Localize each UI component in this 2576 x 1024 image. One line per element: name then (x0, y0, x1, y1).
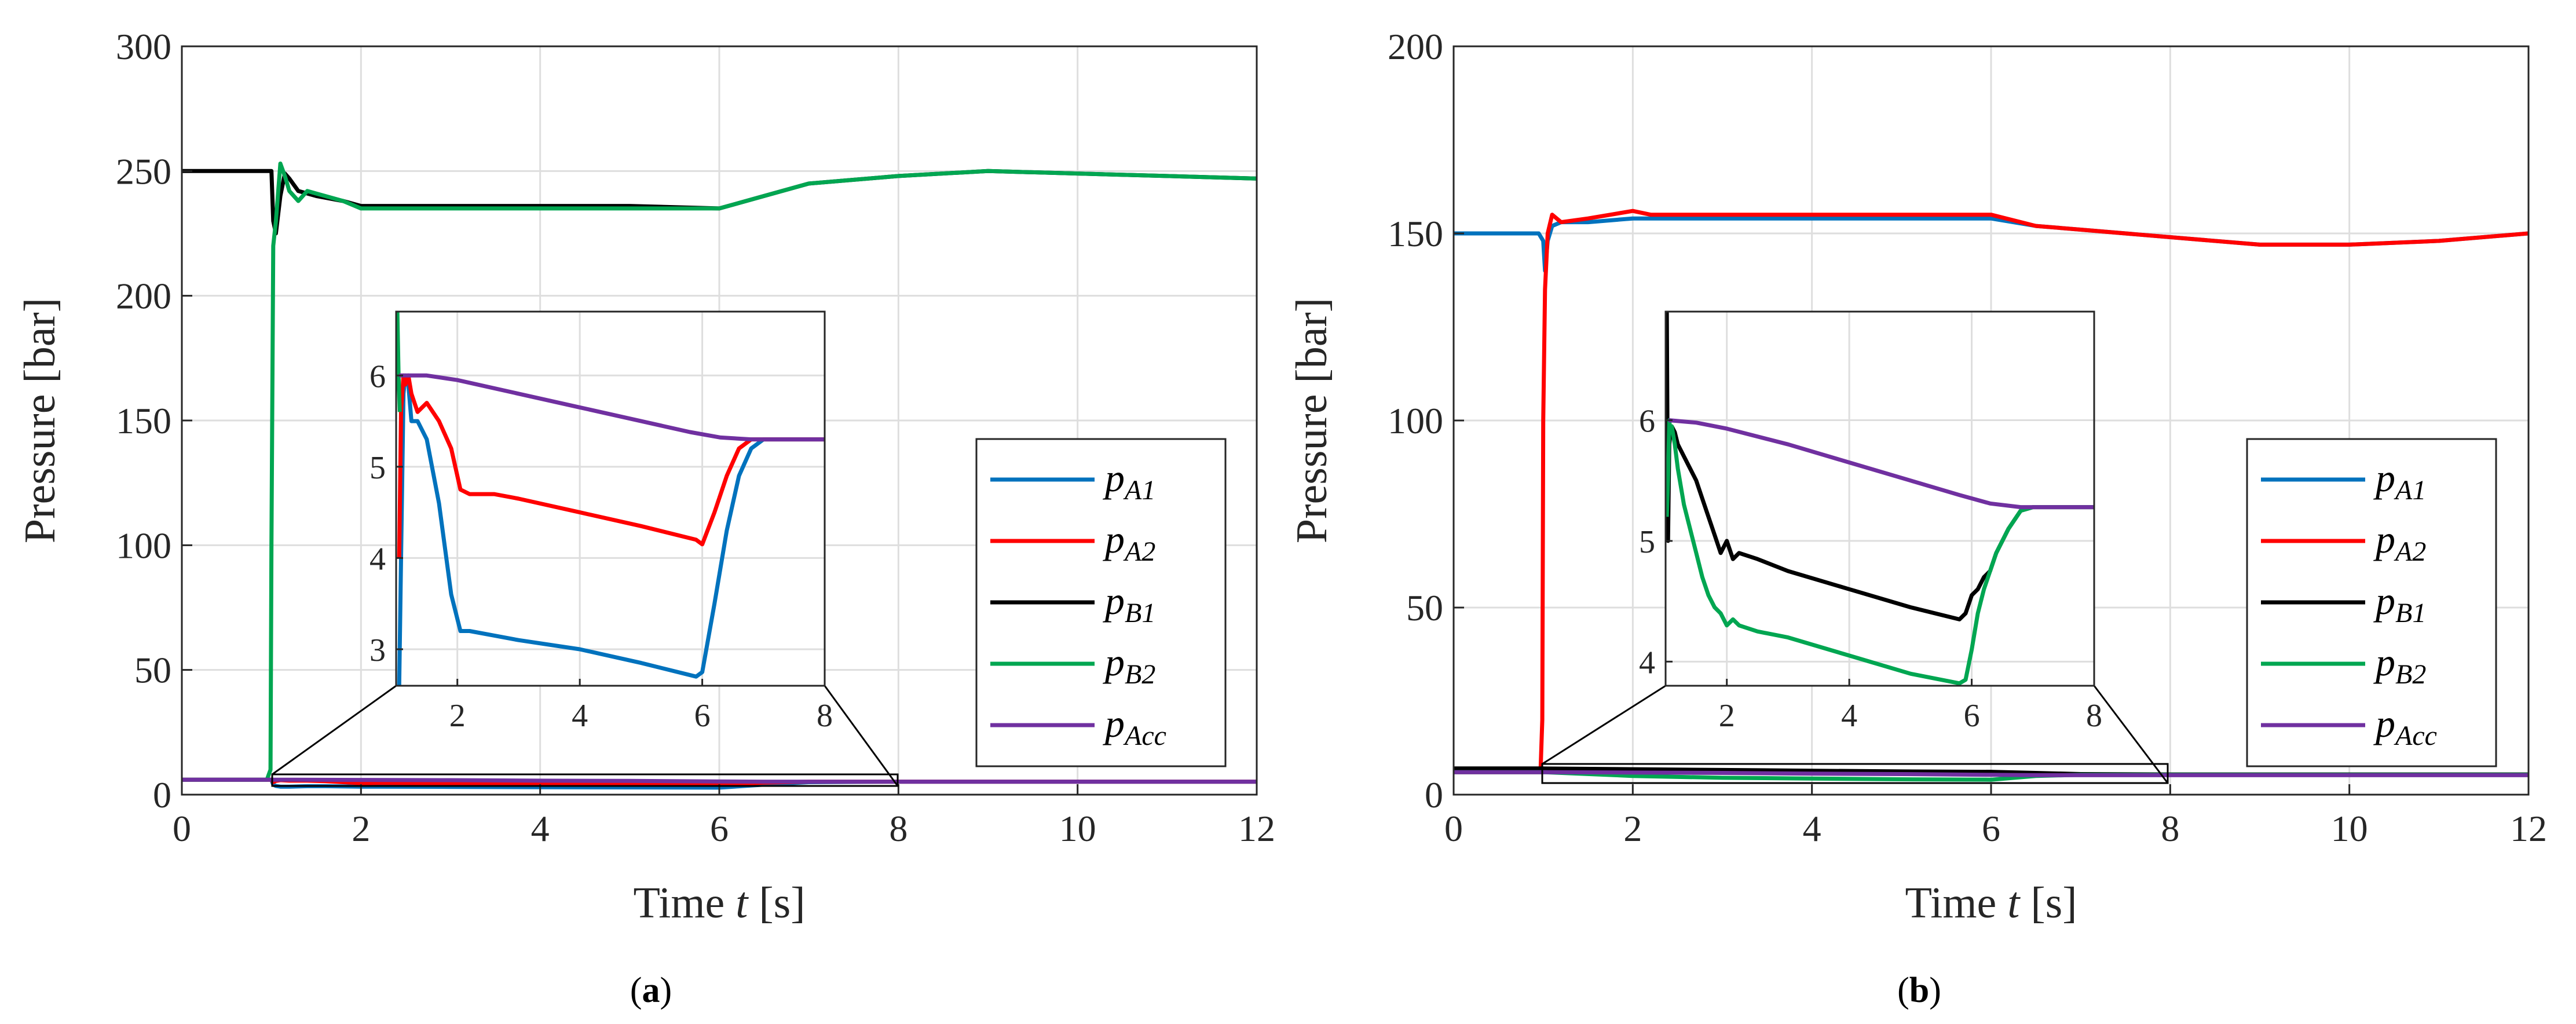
panel-b-inset: 2 4 6 8 4 5 6 (1639, 310, 2102, 734)
y-tick-label: 200 (116, 276, 171, 317)
inset-y-tick-label: 4 (1639, 645, 1655, 681)
panel-a-x-label: Time t [s] (633, 879, 805, 927)
inset-y-tick-label: 4 (369, 541, 386, 577)
x-tick-label: 4 (1803, 808, 1821, 849)
x-tick-label: 2 (1623, 808, 1642, 849)
inset-series-line-pAcc (1668, 418, 2094, 510)
inset-series-line-pAcc (399, 373, 825, 442)
x-tick-label: 8 (2161, 808, 2179, 849)
panel-a-x-ticks: 0 2 4 6 8 10 12 (173, 784, 1275, 849)
y-tick-label: 100 (1388, 400, 1443, 441)
legend-label-pB2: pB2 (2373, 640, 2426, 690)
x-tick-label: 6 (710, 808, 729, 849)
panel-b-y-ticks: 0 50 100 150 200 (1388, 26, 1464, 815)
series-line-pA2 (1454, 209, 2529, 774)
x-tick-label: 10 (2331, 808, 2368, 849)
x-tick-label: 0 (1444, 808, 1463, 849)
inset-x-tick-label: 4 (1841, 698, 1857, 734)
y-tick-label: 50 (1406, 587, 1443, 628)
inset-x-tick-label: 6 (1964, 698, 1980, 734)
x-tick-label: 10 (1059, 808, 1096, 849)
x-tick-label: 8 (889, 808, 908, 849)
series-line-pAcc (1454, 770, 2529, 777)
legend-label-pA1: pA1 (1103, 456, 1155, 506)
y-tick-label: 250 (116, 151, 171, 192)
legend-label-pA2: pA2 (1103, 517, 1155, 567)
legend-label-pAcc: pAcc (1103, 701, 1166, 751)
panel-b-legend: pA1 pA2 pB1 pB2 pAcc (2246, 438, 2497, 767)
inset-x-tick-label: 2 (449, 698, 466, 734)
inset-series-line-pB2 (396, 312, 402, 412)
x-tick-label: 0 (173, 808, 191, 849)
inset-y-tick-label: 5 (369, 450, 386, 486)
series-line-pAcc (182, 777, 1257, 784)
legend-label-pA2: pA2 (2373, 517, 2426, 567)
panel-a-caption: (a) (630, 971, 672, 1010)
inset-y-tick-label: 6 (1639, 404, 1655, 440)
panel-a-inset: 2 4 6 8 3 4 5 6 (369, 310, 833, 734)
y-tick-label: 50 (134, 650, 171, 691)
x-tick-label: 4 (531, 808, 550, 849)
x-tick-label: 12 (1238, 808, 1275, 849)
panel-b-caption: (b) (1897, 971, 1941, 1010)
y-tick-label: 150 (116, 400, 171, 441)
inset-x-tick-label: 8 (2086, 698, 2102, 734)
panel-a-zoom-indicator (271, 685, 899, 787)
legend-label-pB2: pB2 (1103, 640, 1155, 690)
inset-x-tick-label: 4 (572, 698, 588, 734)
legend-label-pA1: pA1 (2373, 456, 2426, 506)
legend-label-pB1: pB1 (2373, 579, 2426, 628)
inset-y-tick-label: 3 (369, 632, 386, 668)
y-tick-label: 0 (1425, 774, 1443, 815)
inset-x-tick-label: 6 (694, 698, 711, 734)
inset-y-tick-label: 5 (1639, 524, 1655, 560)
x-tick-label: 12 (2510, 808, 2547, 849)
panel-a-series (182, 161, 1257, 790)
panel-b-chart: 0 2 4 6 8 10 12 0 50 100 150 200 Time t [s] Pressu… (1287, 26, 2547, 1010)
x-tick-label: 6 (1982, 808, 2000, 849)
y-tick-label: 150 (1388, 213, 1443, 254)
legend-label-pB1: pB1 (1103, 579, 1155, 628)
panel-b-zoom-indicator (1541, 685, 2169, 784)
y-tick-label: 200 (1388, 26, 1443, 67)
panel-b-series (1454, 209, 2529, 782)
series-line-pB2 (182, 161, 1257, 782)
panel-b-y-label: Pressure [bar] (1287, 298, 1336, 543)
panel-a-y-label: Pressure [bar] (16, 298, 64, 543)
panel-a-y-ticks: 0 50 100 150 200 250 300 (116, 26, 192, 815)
inset-y-tick-label: 6 (369, 359, 386, 394)
panel-b-x-ticks: 0 2 4 6 8 10 12 (1444, 784, 2547, 849)
panel-b-x-label: Time t [s] (1905, 879, 2077, 927)
inset-series-line-pB2 (1666, 418, 2094, 686)
inset-x-tick-label: 2 (1719, 698, 1735, 734)
legend-label-pAcc: pAcc (2373, 701, 2437, 751)
y-tick-label: 300 (116, 26, 171, 67)
panel-a-legend: pA1 pA2 pB1 pB2 pAcc (975, 438, 1227, 767)
y-tick-label: 100 (116, 525, 171, 566)
inset-x-tick-label: 8 (817, 698, 833, 734)
y-tick-label: 0 (153, 774, 171, 815)
x-tick-label: 2 (352, 808, 370, 849)
